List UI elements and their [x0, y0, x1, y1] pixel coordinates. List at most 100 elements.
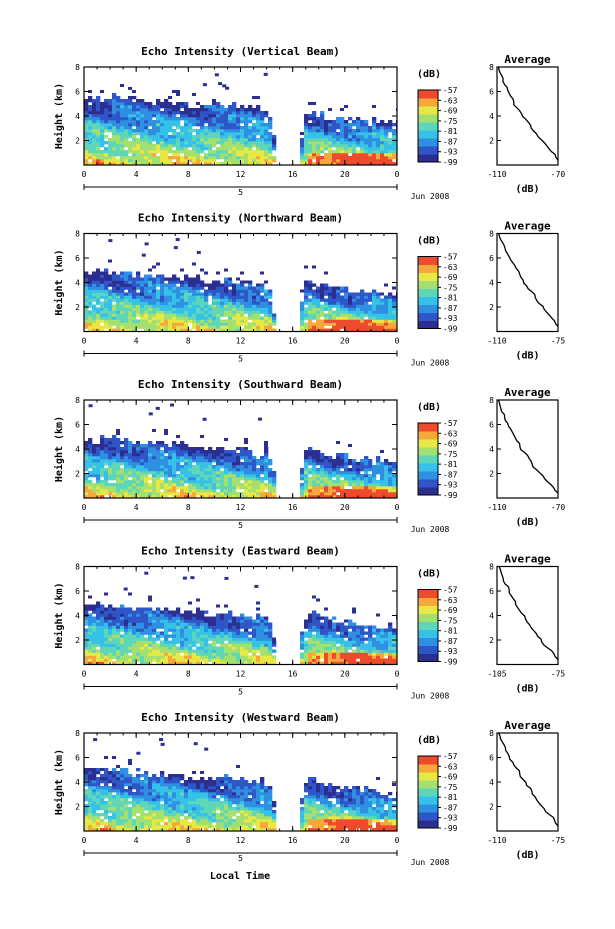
colorbar-swatch: [418, 280, 438, 289]
x-tick-label: 12: [236, 503, 246, 512]
colorbar-swatch: [418, 788, 438, 797]
average-y-tick-label: 2: [489, 137, 494, 146]
y-axis-label: Height (km): [53, 83, 65, 149]
colorbar-frame: [417, 256, 439, 329]
average-profile-line: [498, 233, 559, 328]
colorbar-swatch: [418, 320, 438, 329]
colorbar-tick-label: -81: [443, 627, 458, 636]
echo-heatmap: [84, 738, 397, 831]
panel-title: Echo Intensity (Vertical Beam): [141, 45, 340, 58]
colorbar-tick-label: -93: [443, 481, 458, 490]
colorbar-swatch: [418, 613, 438, 622]
colorbar-unit: (dB): [417, 236, 441, 247]
x-tick-label: 0: [395, 337, 400, 346]
y-tick-label: 8: [75, 230, 80, 239]
average-profile-line: [497, 66, 559, 161]
colorbar-tick-label: -99: [443, 325, 458, 334]
average-x-tick-label: -105: [487, 670, 506, 679]
x-tick-label: 12: [236, 836, 246, 845]
average-x-tick-label: -110: [487, 836, 506, 845]
colorbar-tick-label: -87: [443, 137, 458, 146]
average-frame: [496, 232, 559, 333]
average-x-tick-label: -70: [551, 503, 566, 512]
average-x-label: (dB): [515, 850, 539, 861]
average-y-tick-label: 6: [489, 587, 494, 596]
colorbar-swatch: [418, 130, 438, 139]
y-axis-label: Height (km): [53, 749, 65, 815]
colorbar-swatch: [418, 312, 438, 321]
month-label: Jun 2008: [411, 525, 450, 534]
colorbar-swatch: [418, 820, 438, 829]
colorbar-tick-label: -69: [443, 606, 458, 615]
average-title: Average: [504, 220, 551, 233]
colorbar-frame: [417, 89, 439, 163]
x-tick-label: 8: [186, 670, 191, 679]
y-tick-label: 4: [75, 778, 80, 787]
y-tick-label: 2: [75, 803, 80, 812]
average-y-tick-label: 4: [489, 612, 494, 621]
colorbar-swatch: [418, 272, 438, 281]
colorbar-unit: (dB): [417, 735, 441, 746]
x-tick-label: 4: [134, 836, 139, 845]
colorbar-swatch: [418, 463, 438, 472]
colorbar-swatch: [418, 455, 438, 464]
month-label: Jun 2008: [411, 359, 450, 368]
average-y-tick-label: 6: [489, 754, 494, 763]
month-label: Jun 2008: [411, 692, 450, 701]
colorbar-tick-label: -63: [443, 762, 458, 771]
x-tick-label: 4: [134, 337, 139, 346]
colorbar-swatch: [418, 589, 438, 598]
colorbar-swatch: [418, 780, 438, 789]
panel-2: Echo Intensity (Southward Beam)0 4 8 12 16 20…: [53, 378, 565, 534]
average-y-tick-label: 8: [489, 396, 494, 405]
colorbar-swatch: [418, 487, 438, 496]
colorbar-frame: [417, 589, 439, 662]
echo-heatmap: [84, 72, 397, 165]
colorbar-tick-label: -81: [443, 127, 458, 136]
x-tick-label: 0: [82, 337, 87, 346]
average-title: Average: [504, 719, 551, 732]
echo-heatmap: [84, 238, 397, 332]
y-tick-label: 8: [75, 563, 80, 572]
average-y-tick-label: 4: [489, 778, 494, 787]
panel-4: Echo Intensity (Westward Beam) 0 4 8 12 16 20 0…: [53, 711, 565, 867]
colorbar-tick-label: -75: [443, 283, 458, 292]
colorbar-swatch: [418, 812, 438, 821]
y-axis-label: Height (km): [53, 249, 65, 315]
colorbar-swatch: [418, 479, 438, 488]
colorbar-tick-label: -57: [443, 419, 458, 428]
colorbar-tick-label: -57: [443, 86, 458, 95]
colorbar-tick-label: -75: [443, 783, 458, 792]
x-tick-label: 0: [82, 170, 87, 179]
colorbar-swatch: [418, 114, 438, 123]
y-tick-label: 6: [75, 421, 80, 430]
y-tick-label: 4: [75, 112, 80, 121]
month-label: Jun 2008: [411, 192, 450, 201]
x-tick-label: 8: [186, 170, 191, 179]
average-x-label: (dB): [515, 351, 539, 362]
colorbar-tick-label: -63: [443, 96, 458, 105]
colorbar-swatch: [418, 621, 438, 630]
colorbar-swatch: [418, 637, 438, 646]
x-tick-label: 0: [395, 503, 400, 512]
y-tick-label: 2: [75, 470, 80, 479]
panel-title: Echo Intensity (Westward Beam): [141, 711, 340, 724]
x-tick-label: 8: [186, 836, 191, 845]
colorbar-tick-label: -99: [443, 491, 458, 500]
x-tick-label: 16: [288, 170, 298, 179]
panel-title: Echo Intensity (Eastward Beam): [141, 545, 340, 558]
date-label: 5: [238, 688, 243, 697]
average-frame: [496, 565, 559, 666]
y-axis-label: Height (km): [53, 416, 65, 482]
x-tick-label: 0: [395, 836, 400, 845]
colorbar-tick-label: -93: [443, 148, 458, 157]
colorbar-tick-label: -69: [443, 273, 458, 282]
colorbar-tick-label: -93: [443, 814, 458, 823]
echo-heatmap: [84, 403, 397, 498]
y-tick-label: 8: [75, 396, 80, 405]
colorbar-swatch: [418, 146, 438, 155]
colorbar-tick-label: -63: [443, 596, 458, 605]
colorbar-swatch: [418, 304, 438, 313]
date-label: 5: [238, 521, 243, 530]
average-x-label: (dB): [515, 517, 539, 528]
